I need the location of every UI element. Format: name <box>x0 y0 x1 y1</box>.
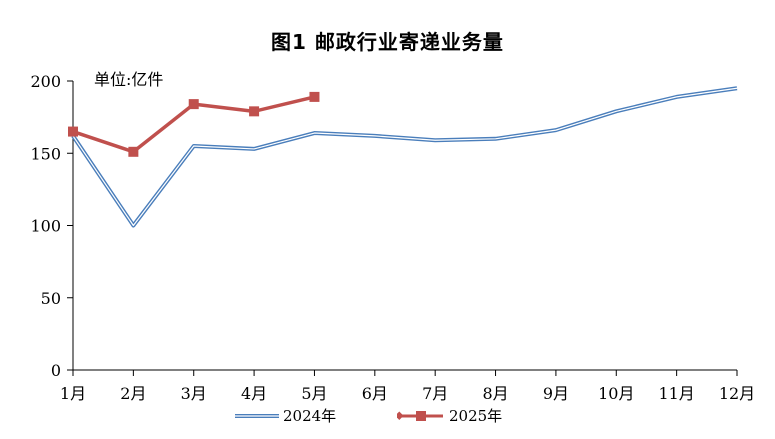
x-tick-label: 2月 <box>120 384 146 403</box>
legend-item-2024: 2024年 <box>235 405 336 426</box>
x-tick-label: 12月 <box>719 384 755 403</box>
x-tick-label: 9月 <box>543 384 569 403</box>
legend: 2024年 2025年 <box>0 405 775 431</box>
legend-label-2025: 2025年 <box>449 407 503 425</box>
unit-label: 单位:亿件 <box>94 70 164 89</box>
x-tick-label: 10月 <box>598 384 634 403</box>
legend-item-2025: 2025年 <box>397 405 502 426</box>
y-tick-label: 150 <box>30 144 61 163</box>
x-tick-label: 11月 <box>658 384 694 403</box>
data-marker <box>249 106 260 117</box>
data-marker <box>309 91 320 102</box>
legend-swatch-2025 <box>397 410 443 421</box>
legend-label-2024: 2024年 <box>283 407 337 425</box>
data-marker <box>68 126 78 137</box>
y-tick-label: 100 <box>30 217 61 236</box>
series-line-inner <box>72 87 738 227</box>
x-tick-label: 3月 <box>181 384 207 403</box>
x-tick-label: 7月 <box>422 384 448 403</box>
data-marker <box>128 146 139 157</box>
chart-title: 图1 邮政行业寄递业务量 <box>271 30 504 54</box>
x-tick-label: 4月 <box>241 384 267 403</box>
x-tick-label: 6月 <box>362 384 388 403</box>
series-2025年 <box>68 91 320 157</box>
series-2024年 <box>71 86 738 228</box>
data-marker <box>188 99 199 110</box>
y-tick-label: 200 <box>30 72 61 91</box>
x-tick-label: 5月 <box>301 384 327 403</box>
legend-swatch-2024 <box>235 413 279 418</box>
x-tick-label: 8月 <box>482 384 508 403</box>
series-line-outer <box>71 86 738 228</box>
x-tick-label: 1月 <box>60 384 86 403</box>
y-tick-label: 50 <box>41 289 61 308</box>
y-tick-label: 0 <box>51 361 61 380</box>
